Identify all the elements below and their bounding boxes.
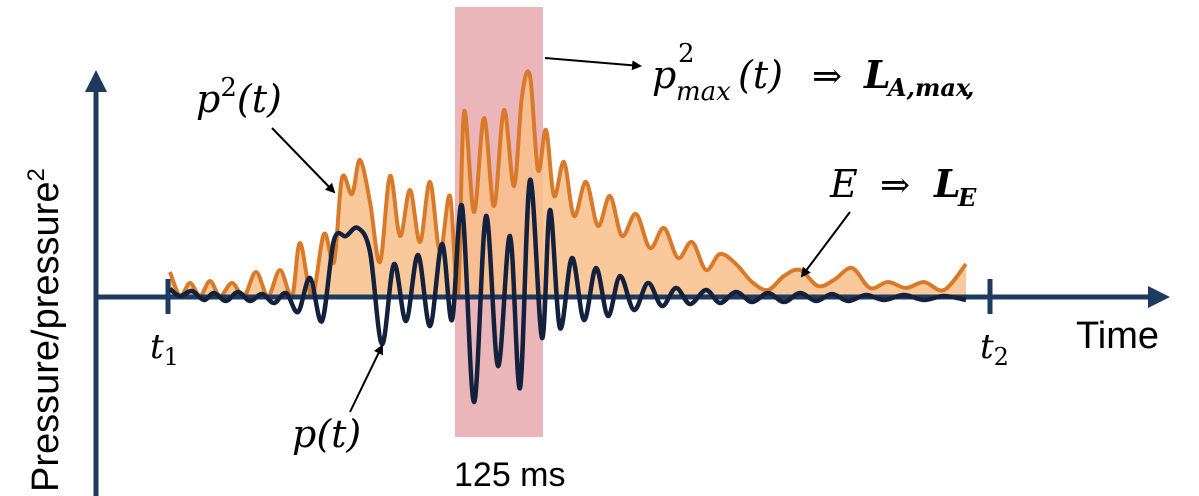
svg-text:L: L <box>863 52 891 97</box>
pmax-arrow <box>544 57 642 71</box>
y-axis <box>85 70 107 496</box>
svg-text:2: 2 <box>678 39 695 69</box>
p2-arrow <box>271 127 336 194</box>
svg-text:E: E <box>829 162 858 206</box>
t2-label: t2 <box>980 327 1009 371</box>
t1-label: t1 <box>150 327 179 371</box>
x-axis-label: Time <box>1076 315 1159 357</box>
pressure-label: p(t) <box>292 412 361 456</box>
squared-pressure-curve <box>168 69 968 300</box>
squared-pressure-label: p2(t) <box>196 73 282 121</box>
svg-text:p: p <box>652 53 676 97</box>
energy-label: E ⇒ L E <box>829 161 977 212</box>
svg-text:,: , <box>965 73 974 102</box>
svg-text:⇒: ⇒ <box>812 56 842 97</box>
svg-text:⇒: ⇒ <box>880 165 910 206</box>
time-window-label: 125 ms <box>454 456 566 494</box>
svg-text:A,max: A,max <box>886 73 971 102</box>
svg-text:max: max <box>676 77 731 107</box>
svg-text:L: L <box>933 161 961 206</box>
pressure-curve <box>168 177 967 405</box>
svg-text:E: E <box>957 183 977 212</box>
max-pressure-label: p 2 max (t) ⇒ L A,max , <box>652 39 974 107</box>
energy-arrow <box>800 211 851 278</box>
x-axis <box>96 286 1170 308</box>
y-axis-label: Pressure/pressure2 <box>23 168 67 492</box>
svg-text:(t): (t) <box>738 53 783 97</box>
p-arrow <box>349 344 384 413</box>
